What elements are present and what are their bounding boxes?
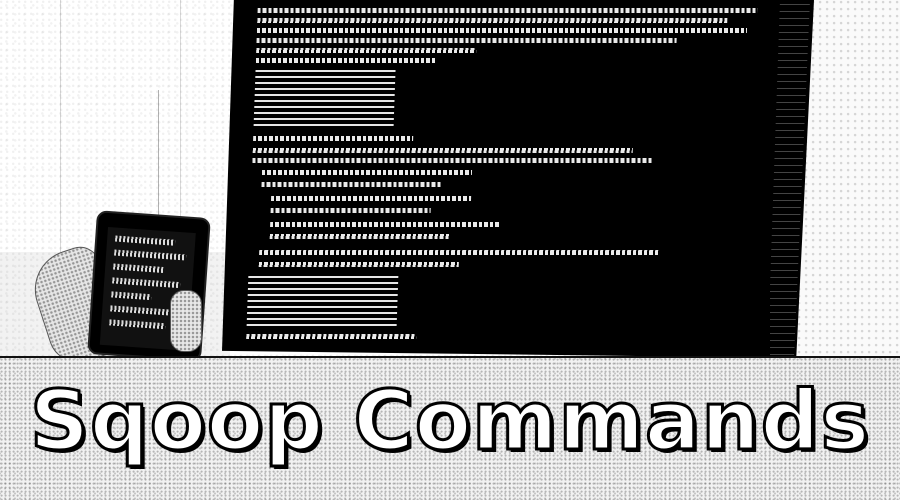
code-line bbox=[253, 136, 414, 141]
code-line bbox=[255, 58, 436, 63]
code-line bbox=[252, 148, 633, 153]
code-line bbox=[259, 250, 660, 255]
phone-row bbox=[110, 305, 177, 316]
code-line bbox=[258, 262, 459, 267]
desk-edge bbox=[0, 356, 900, 359]
code-line bbox=[270, 208, 431, 213]
phone-row bbox=[111, 291, 152, 301]
code-line bbox=[256, 28, 748, 33]
code-line bbox=[270, 222, 501, 227]
code-block bbox=[253, 70, 396, 130]
thumb bbox=[170, 290, 202, 352]
code-line bbox=[256, 48, 477, 53]
code-line bbox=[246, 334, 417, 339]
phone-row bbox=[114, 249, 187, 261]
code-screen bbox=[227, 0, 781, 350]
code-line bbox=[270, 196, 472, 201]
code-block bbox=[246, 276, 399, 326]
phone-row bbox=[109, 319, 166, 330]
code-line bbox=[257, 18, 728, 23]
code-line bbox=[256, 38, 677, 43]
code-line bbox=[257, 8, 758, 13]
desk bbox=[0, 358, 900, 500]
code-line bbox=[252, 158, 653, 163]
code-line bbox=[261, 182, 442, 187]
code-line bbox=[261, 170, 473, 175]
phone-row bbox=[115, 235, 176, 246]
phone-row bbox=[113, 263, 164, 273]
code-line bbox=[269, 234, 450, 239]
phone-row bbox=[112, 277, 181, 289]
page-title: Sqoop Commands bbox=[28, 373, 871, 471]
